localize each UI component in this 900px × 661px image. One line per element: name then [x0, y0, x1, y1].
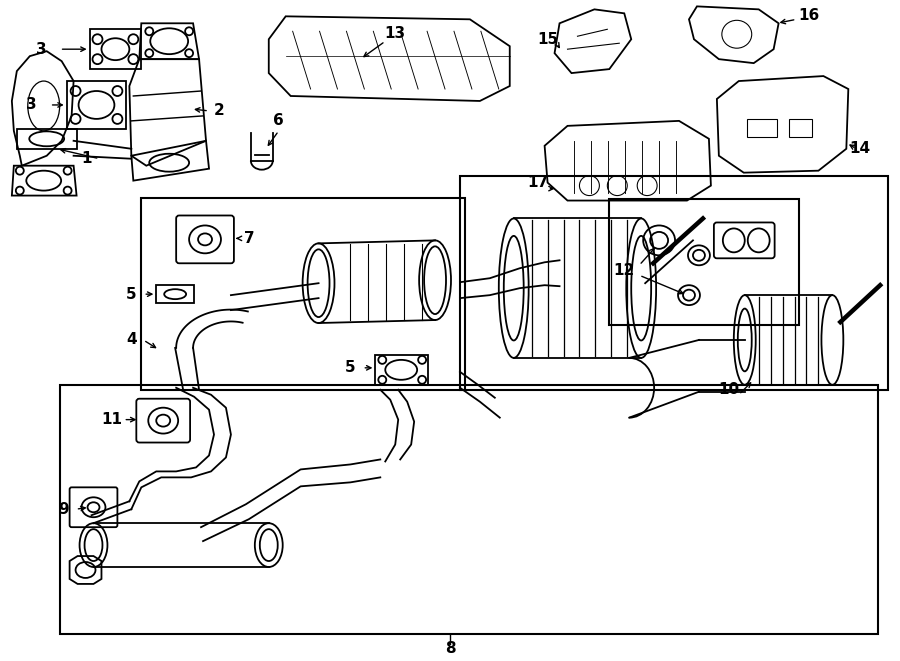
Bar — [157, 285, 194, 303]
Text: 7: 7 — [244, 231, 254, 246]
Text: 11: 11 — [101, 412, 122, 427]
Text: 1: 1 — [81, 151, 92, 166]
Text: 9: 9 — [58, 502, 69, 517]
Bar — [59, 385, 878, 634]
Bar — [609, 198, 798, 325]
Text: 17: 17 — [527, 175, 548, 190]
Text: 10: 10 — [718, 382, 740, 397]
Text: 3: 3 — [26, 97, 37, 112]
Text: 3: 3 — [36, 42, 47, 57]
Bar — [747, 119, 777, 137]
Text: 5: 5 — [345, 360, 356, 375]
Text: 6: 6 — [274, 114, 284, 128]
Text: 16: 16 — [798, 8, 819, 23]
Bar — [460, 176, 888, 390]
Text: 15: 15 — [537, 32, 558, 47]
Text: 8: 8 — [445, 641, 455, 656]
Bar — [141, 198, 465, 390]
Text: 14: 14 — [850, 141, 871, 156]
Text: 13: 13 — [384, 26, 406, 41]
Bar — [788, 119, 813, 137]
Text: 5: 5 — [126, 287, 137, 301]
Text: 4: 4 — [126, 332, 137, 348]
Text: 2: 2 — [213, 103, 224, 118]
Text: 12: 12 — [614, 263, 634, 278]
